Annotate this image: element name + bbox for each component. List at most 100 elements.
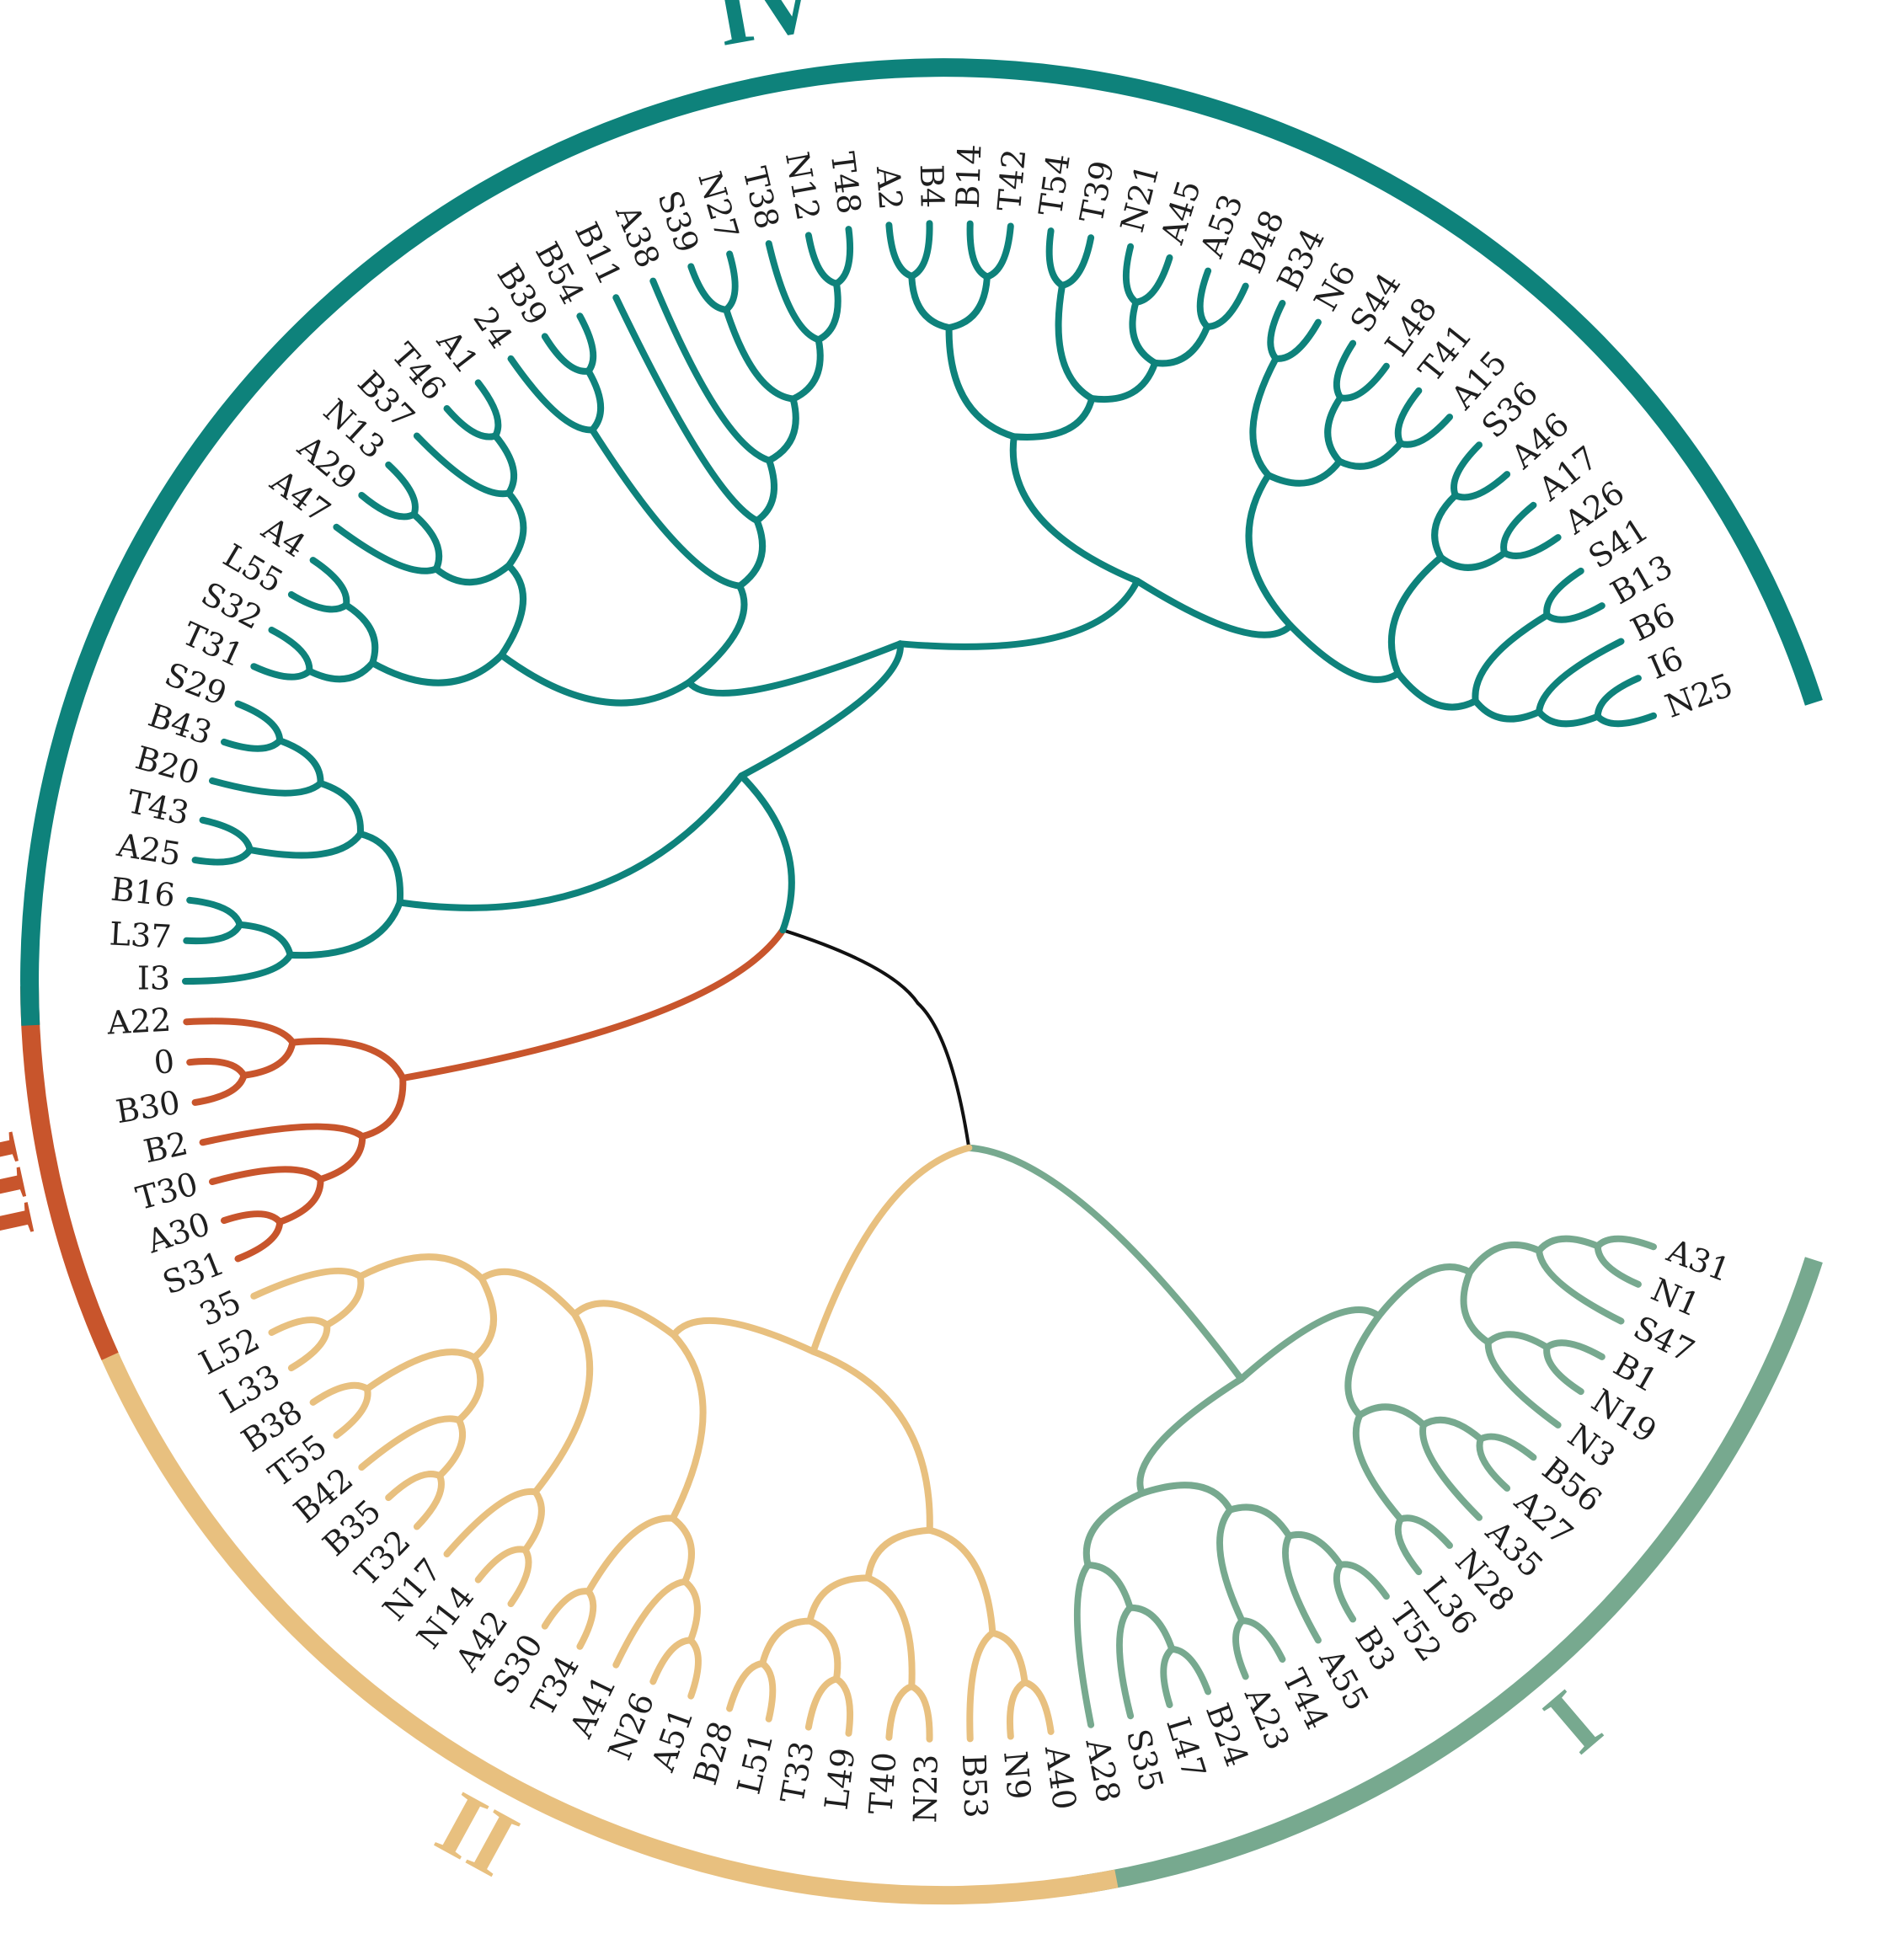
branch-A15 <box>1397 414 1453 448</box>
leaf-label-T48: T48 <box>824 150 868 216</box>
branch-I3 <box>182 951 294 985</box>
branch-N21 <box>1122 243 1140 306</box>
branch-IV <box>498 562 526 659</box>
leaf-label-T39: T39 <box>1073 158 1121 226</box>
branch-S29 <box>234 700 284 745</box>
branch-L33 <box>287 1322 331 1372</box>
branch-N13 <box>385 461 419 518</box>
branch-B28 <box>726 1660 767 1712</box>
branch-IV <box>1055 281 1096 403</box>
branch-IV <box>896 577 1141 650</box>
branch-IV <box>1437 549 1508 571</box>
branch-L37 <box>183 921 243 945</box>
branch-IV <box>589 426 744 590</box>
branch-B1 <box>1543 1339 1606 1360</box>
branch-IV <box>396 772 745 911</box>
branch-III <box>289 1038 407 1081</box>
branch-S31 <box>234 1218 284 1263</box>
branch-L51 <box>759 1660 777 1722</box>
branch-S30 <box>541 1588 592 1630</box>
branch-IV <box>1472 611 1551 705</box>
branch-I <box>1484 1331 1551 1351</box>
branch-L52 <box>268 1316 331 1336</box>
branch-A1 <box>474 379 502 440</box>
leaf-label-N12: N12 <box>778 149 827 223</box>
branch-N6 <box>1272 318 1322 362</box>
branch-I6 <box>1594 675 1642 720</box>
branch-II <box>809 1348 933 1534</box>
leaf-label-T33: T33 <box>773 1738 820 1806</box>
branch-I <box>1084 1562 1134 1611</box>
branch-IV <box>908 272 953 331</box>
branch-L55 <box>287 590 350 613</box>
branch-B53 <box>966 1629 996 1743</box>
branch-I_II <box>916 1001 971 1150</box>
branch-IV <box>1287 622 1402 683</box>
branch-T52 <box>1337 1561 1390 1600</box>
branch-A55 <box>1281 1532 1322 1644</box>
branch-IV <box>685 582 748 686</box>
branch-IV <box>945 324 1018 441</box>
branch-A41 <box>612 1578 689 1669</box>
branch-II <box>759 1617 814 1667</box>
branch-T38 <box>765 240 822 344</box>
branch-IV <box>306 660 377 683</box>
leaf-label-0: 0 <box>152 1043 177 1081</box>
leaf-label-B16: B16 <box>109 870 177 914</box>
branch-IV <box>789 336 824 403</box>
branch-I <box>1352 1412 1404 1523</box>
branch-IV <box>1336 440 1404 470</box>
branch-A22 <box>183 1017 297 1046</box>
branch-T31 <box>250 663 313 681</box>
branch-IV <box>1249 355 1280 479</box>
leaf-label-I6: I6 <box>1643 639 1689 686</box>
branch-I <box>1419 1416 1484 1443</box>
leaf-label-N23: N23 <box>906 1754 944 1823</box>
branch-II <box>471 1275 497 1361</box>
branch-IV <box>738 772 795 934</box>
branch-24 <box>507 355 596 434</box>
branch-N14 <box>474 1546 529 1583</box>
branch-B11 <box>612 294 761 525</box>
branch-A53 <box>1196 267 1212 330</box>
group-label-IV: IV <box>708 0 827 66</box>
leaf-label-L51: L51 <box>730 1728 781 1797</box>
branch-T32 <box>413 1472 445 1530</box>
branch-L47 <box>1160 1645 1176 1708</box>
branch-III <box>359 1075 407 1140</box>
group-arc-I <box>1076 1257 1823 1895</box>
branch-II <box>864 1574 916 1690</box>
branch-N26 <box>649 1637 694 1685</box>
branch-B34 <box>1267 300 1286 362</box>
branch-A23 <box>1232 1617 1249 1680</box>
branch-IV <box>1134 577 1294 638</box>
branch-T44 <box>1238 1617 1286 1663</box>
branch-IV <box>342 601 379 667</box>
branch-S41 <box>1543 567 1584 619</box>
branch-IV <box>585 367 605 434</box>
branch-III <box>276 1176 324 1226</box>
branch-T41 <box>1394 387 1423 447</box>
branch-IV <box>236 921 294 959</box>
leaf-label-T40: T40 <box>862 1751 903 1816</box>
branch-S32 <box>268 627 313 675</box>
branch-B37 <box>413 432 512 498</box>
leaf-label-S35: S35 <box>1119 1725 1171 1795</box>
branch-III <box>317 1133 366 1183</box>
branch-A30 <box>221 1210 284 1226</box>
branch-B24 <box>1168 1645 1212 1696</box>
branch-IV <box>1010 395 1096 441</box>
branch-A29 <box>358 492 418 521</box>
leaf-label-T43: T43 <box>124 782 192 832</box>
branch-A25 <box>191 846 254 866</box>
group-arc-II <box>86 1316 1119 1904</box>
branch-B16 <box>186 896 243 928</box>
branch-A2 <box>885 222 916 280</box>
branch-T54 <box>1045 227 1066 289</box>
branch-IV <box>815 280 841 344</box>
leaf-label-A25: A25 <box>114 826 184 873</box>
branch-T33 <box>804 1675 840 1731</box>
branch-N25 <box>1594 712 1657 728</box>
